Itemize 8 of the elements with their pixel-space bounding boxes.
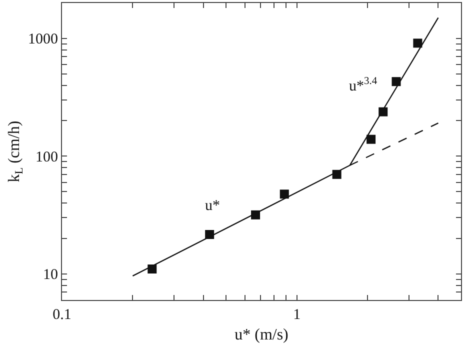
x-tick-label: 0.1 bbox=[52, 307, 72, 323]
y-tick-label: 100 bbox=[36, 149, 58, 166]
x-axis-title: u* (m/s) bbox=[234, 326, 288, 344]
annotation: u* bbox=[205, 198, 220, 214]
y-tick-label: 1000 bbox=[28, 32, 58, 48]
x-tick-label: 1 bbox=[293, 307, 301, 323]
y-tick-label: 10 bbox=[43, 267, 58, 284]
annotation: u*$^{3.4}$ bbox=[349, 76, 378, 94]
